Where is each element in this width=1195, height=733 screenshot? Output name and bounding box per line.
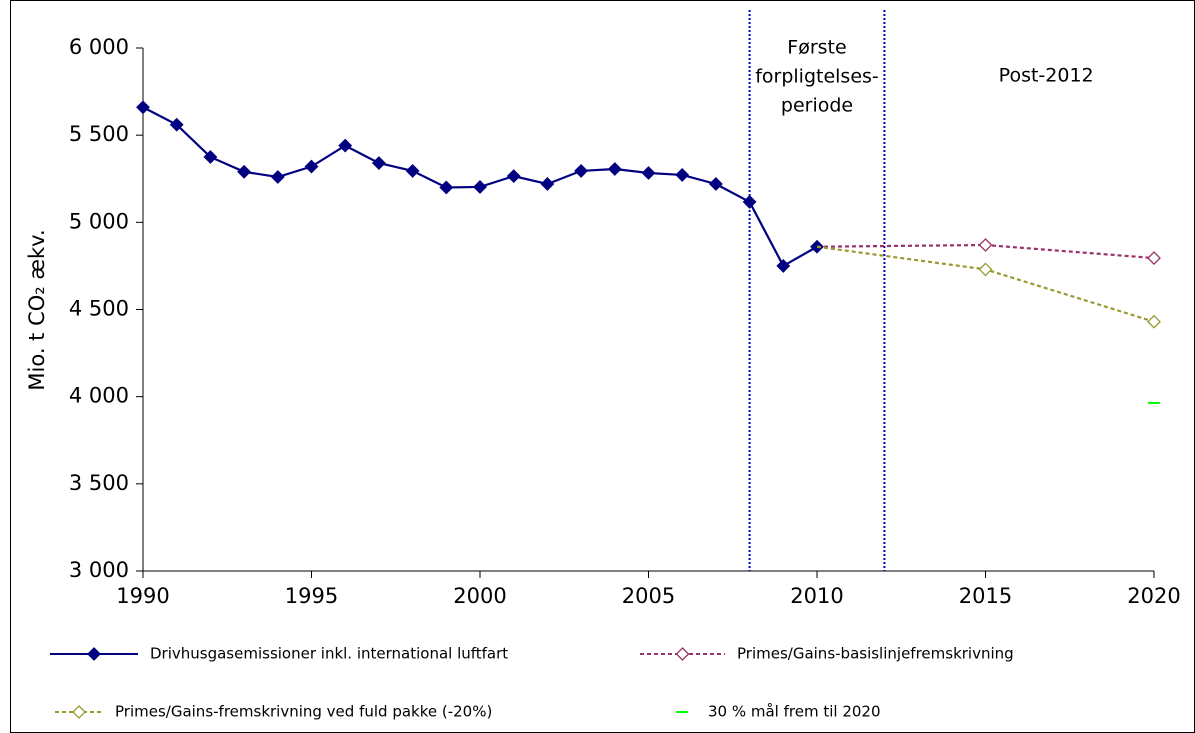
- marker: [405, 163, 420, 178]
- y-axis-label: Mio. t CO₂ ækv.: [25, 229, 49, 390]
- marker: [978, 262, 993, 277]
- y-tick-label: 5 000: [69, 209, 129, 233]
- marker: [237, 164, 252, 179]
- legend-marker: [72, 705, 86, 719]
- marker: [776, 258, 791, 273]
- marker: [1147, 251, 1161, 265]
- marker: [641, 166, 656, 180]
- legend-marker: [87, 647, 101, 661]
- marker: [574, 163, 589, 178]
- annotation: Post-2012: [999, 65, 1094, 87]
- marker: [338, 138, 353, 153]
- marker: [742, 195, 757, 209]
- series-line: [816, 245, 1155, 323]
- marker: [708, 177, 723, 191]
- frame: [10, 0, 1195, 733]
- x-tick-label: 2005: [622, 584, 675, 608]
- legend-marker: [675, 647, 690, 661]
- y-tick-label: 5 500: [69, 122, 129, 146]
- x-tick-label: 2020: [1127, 584, 1180, 608]
- y-tick-label: 6 000: [69, 35, 129, 59]
- legend-label: Drivhusgasemissioner inkl. international…: [150, 645, 508, 663]
- marker: [203, 150, 218, 164]
- x-tick-label: 2015: [959, 584, 1012, 608]
- y-tick-label: 3 000: [69, 558, 129, 582]
- marker: [473, 180, 487, 194]
- marker: [439, 180, 454, 195]
- marker: [371, 156, 386, 170]
- marker: [978, 238, 993, 252]
- y-tick-label: 4 000: [69, 384, 129, 408]
- legend-label: Primes/Gains-basislinjefremskrivning: [737, 645, 1014, 663]
- marker: [270, 170, 285, 184]
- annotation: forpligtelses-: [755, 66, 879, 88]
- x-tick-label: 2010: [790, 584, 843, 608]
- y-tick-label: 3 500: [69, 471, 129, 495]
- x-tick-label: 1990: [116, 584, 169, 608]
- x-tick-label: 1995: [285, 584, 338, 608]
- marker: [1147, 314, 1161, 329]
- marker: [675, 167, 690, 182]
- marker: [304, 159, 319, 174]
- legend-label: Primes/Gains-fremskrivning ved fuld pakk…: [115, 703, 492, 721]
- marker: [136, 100, 150, 115]
- marker: [607, 162, 622, 176]
- marker: [169, 117, 184, 132]
- annotation: periode: [781, 95, 853, 117]
- legend-label: 30 % mål frem til 2020: [708, 703, 881, 721]
- marker: [540, 177, 555, 191]
- annotation: Første: [787, 37, 846, 59]
- y-tick-label: 4 500: [69, 297, 129, 321]
- x-tick-label: 2000: [453, 584, 506, 608]
- marker: [506, 169, 521, 184]
